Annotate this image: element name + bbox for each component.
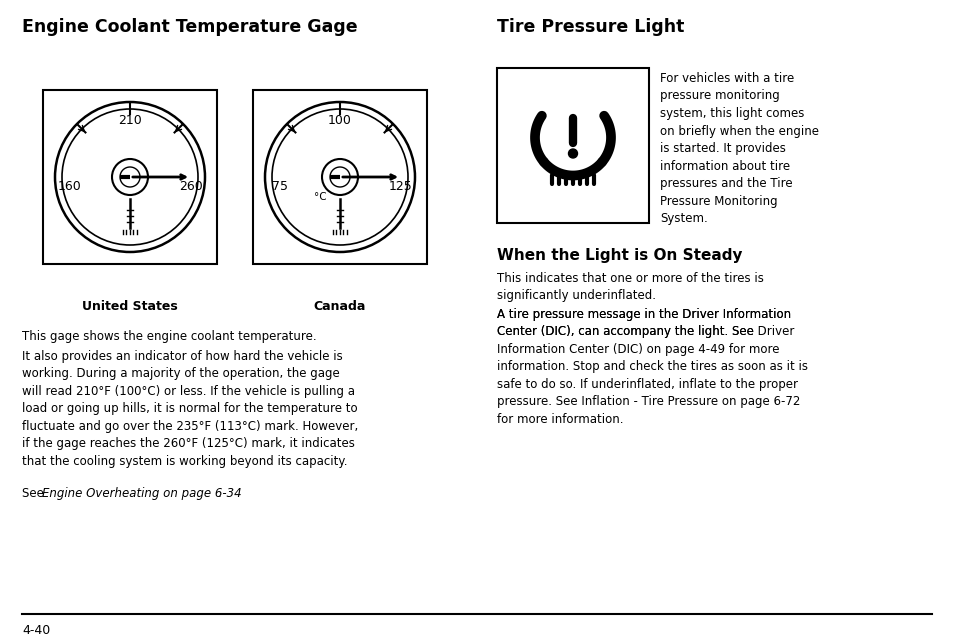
Circle shape (272, 109, 408, 245)
Text: Canada: Canada (314, 300, 366, 313)
Circle shape (265, 102, 415, 252)
Circle shape (120, 167, 140, 187)
Circle shape (322, 159, 357, 195)
Circle shape (330, 167, 350, 187)
Bar (497, 68, 648, 223)
Text: See: See (22, 487, 48, 500)
Text: 125: 125 (389, 181, 413, 193)
Circle shape (568, 149, 577, 158)
Circle shape (55, 102, 205, 252)
Text: 160: 160 (58, 181, 82, 193)
Text: 100: 100 (328, 114, 352, 126)
Text: For vehicles with a tire
pressure monitoring
system, this light comes
on briefly: For vehicles with a tire pressure monito… (659, 72, 818, 225)
Text: °C: °C (314, 192, 326, 202)
Text: Tire Pressure Light: Tire Pressure Light (497, 18, 683, 36)
Bar (43, 90, 216, 264)
Text: A tire pressure message in the Driver Information
Center (DIC), can accompany th: A tire pressure message in the Driver In… (497, 308, 790, 339)
Circle shape (112, 159, 148, 195)
Bar (253, 90, 427, 264)
Text: When the Light is On Steady: When the Light is On Steady (497, 248, 741, 263)
Text: 75: 75 (272, 181, 288, 193)
Text: Engine Overheating on page 6-34: Engine Overheating on page 6-34 (42, 487, 241, 500)
Text: United States: United States (82, 300, 177, 313)
Text: 210: 210 (118, 114, 142, 126)
Text: Engine Coolant Temperature Gage: Engine Coolant Temperature Gage (22, 18, 357, 36)
Text: It also provides an indicator of how hard the vehicle is
working. During a major: It also provides an indicator of how har… (22, 350, 358, 468)
Text: This gage shows the engine coolant temperature.: This gage shows the engine coolant tempe… (22, 330, 316, 343)
Text: This indicates that one or more of the tires is
significantly underinflated.: This indicates that one or more of the t… (497, 272, 763, 302)
Text: 260: 260 (179, 181, 203, 193)
Text: .: . (218, 487, 221, 500)
Text: 4-40: 4-40 (22, 624, 51, 637)
Text: A tire pressure message in the Driver Information
Center (DIC), can accompany th: A tire pressure message in the Driver In… (497, 308, 807, 426)
Circle shape (62, 109, 198, 245)
